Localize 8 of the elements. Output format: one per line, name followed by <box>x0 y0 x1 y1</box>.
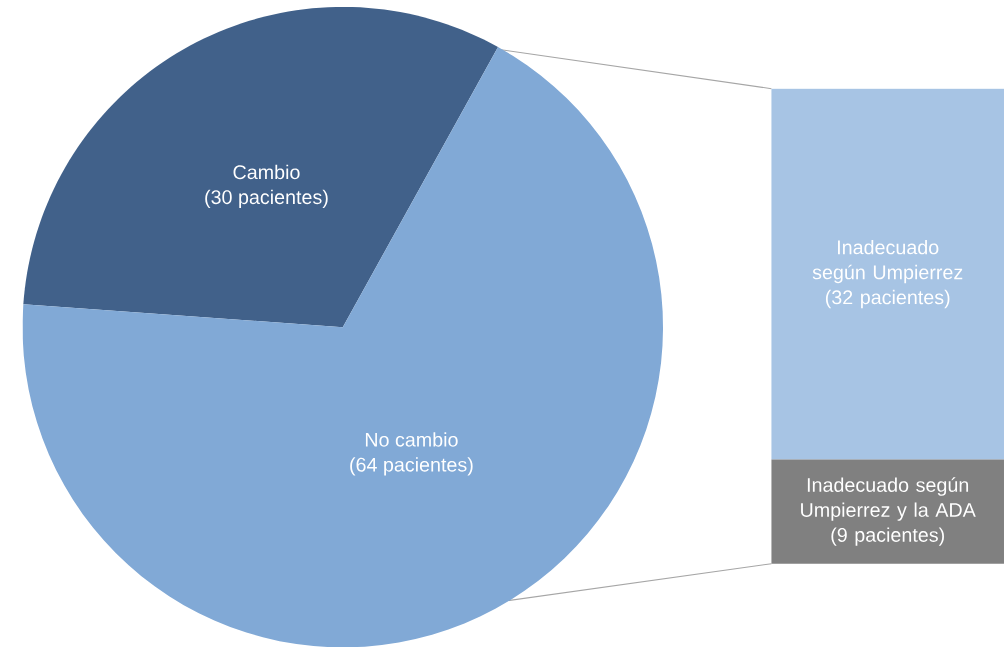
data-label: (9 pacientes) <box>831 527 944 546</box>
series-label: Inadecuado según Umpierrez y la ADA <box>801 477 976 521</box>
data-label: (64 pacientes) <box>350 457 473 476</box>
data-label: (30 pacientes) <box>205 189 328 208</box>
series-label: Inadecuado según Umpierrez <box>812 239 963 284</box>
slice-label: Cambio <box>233 164 300 179</box>
data-label: (32 pacientes) <box>825 289 950 308</box>
slice-label: No cambio <box>365 432 458 447</box>
